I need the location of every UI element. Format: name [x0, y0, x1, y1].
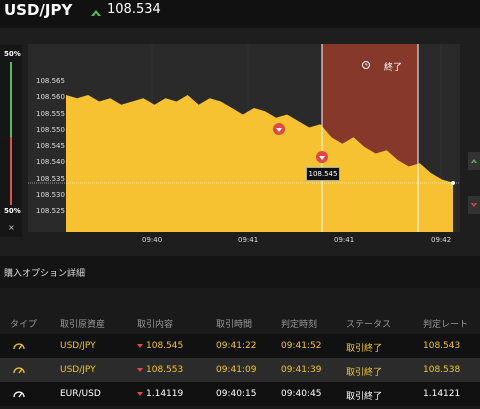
currency-pair: USD/JPY — [4, 1, 73, 19]
down-arrow-icon — [137, 367, 143, 372]
row-rate: 108.543 — [423, 341, 461, 351]
col-judge: 判定時刻 — [281, 320, 318, 330]
row-status: 取引終了 — [346, 392, 383, 402]
table-header: タイプ 取引原資産 取引内容 取引時間 判定時刻 ステータス 判定レート — [0, 310, 480, 334]
y-tick-label: 108.535 — [36, 174, 65, 183]
y-tick-label: 108.560 — [36, 93, 65, 102]
gauge-icon — [13, 391, 25, 398]
x-tick-label: 09:40 — [142, 236, 163, 244]
top-bar — [0, 0, 480, 28]
row-time: 09:41:22 — [216, 341, 257, 351]
row-asset: EUR/USD — [60, 389, 101, 399]
row-status: 取引終了 — [346, 368, 383, 378]
high-button[interactable] — [468, 152, 480, 170]
low-arrow-icon — [471, 203, 477, 207]
y-tick-label: 108.545 — [36, 142, 65, 150]
down-arrow-icon — [137, 391, 143, 396]
entry-price-tag: 108.545 — [306, 167, 340, 181]
table-row[interactable]: USD/JPY 108.553 09:41:09 09:41:39 取引終了 1… — [0, 358, 480, 382]
price-up-icon — [91, 10, 101, 16]
x-tick-label: 09:41 — [238, 236, 259, 244]
col-time: 取引時間 — [216, 320, 253, 330]
clock-icon — [362, 61, 370, 69]
close-button[interactable]: × — [8, 223, 15, 232]
high-ratio: 50% — [4, 50, 21, 58]
low-ratio: 50% — [4, 207, 21, 215]
row-rate: 1.14121 — [423, 389, 461, 399]
row-judge: 09:40:45 — [281, 389, 322, 399]
row-trade: 108.553 — [137, 365, 183, 375]
y-tick-label: 108.540 — [36, 158, 65, 167]
row-trade: 1.14119 — [137, 389, 183, 399]
current-price: 108.534 — [107, 2, 161, 17]
col-status: ステータス — [346, 320, 392, 330]
row-judge: 09:41:39 — [281, 365, 322, 375]
x-tick-label: 09:41 — [334, 236, 355, 244]
low-ratio-bar — [10, 137, 12, 205]
y-tick-label: 108.530 — [36, 190, 65, 199]
price-chart — [28, 44, 460, 232]
down-arrow-icon — [137, 343, 143, 348]
high-ratio-bar — [10, 62, 12, 137]
gauge-icon — [13, 343, 25, 350]
row-time: 09:41:09 — [216, 365, 257, 375]
row-judge: 09:41:52 — [281, 341, 322, 351]
section-title: 購入オプション詳細 — [4, 269, 86, 279]
trade-marker-1 — [273, 123, 285, 135]
y-tick-label: 108.565 — [36, 77, 65, 85]
y-tick-label: 108.550 — [36, 125, 65, 134]
y-tick-label: 108.555 — [36, 109, 65, 118]
col-asset: 取引原資産 — [60, 320, 106, 330]
x-tick-label: 09:42 — [431, 236, 452, 244]
row-time: 09:40:15 — [216, 389, 257, 399]
current-price-dot — [451, 181, 455, 185]
expiry-label: 終了 — [384, 63, 403, 73]
row-asset: USD/JPY — [60, 341, 96, 351]
table-row[interactable]: EUR/USD 1.14119 09:40:15 09:40:45 取引終了 1… — [0, 382, 480, 406]
section-header — [0, 256, 480, 288]
y-tick-label: 108.525 — [36, 207, 65, 215]
row-trade: 108.545 — [137, 341, 183, 351]
price-area — [66, 95, 453, 232]
row-rate: 108.538 — [423, 365, 461, 375]
col-type: タイプ — [10, 320, 38, 330]
table-row[interactable]: USD/JPY 108.545 09:41:22 09:41:52 取引終了 1… — [0, 334, 480, 358]
col-rate: 判定レート — [423, 320, 469, 330]
row-asset: USD/JPY — [60, 365, 96, 375]
trade-marker-2 — [316, 151, 328, 163]
gauge-icon — [13, 367, 25, 374]
low-button[interactable] — [468, 196, 480, 214]
col-trade: 取引内容 — [137, 320, 174, 330]
high-arrow-icon — [471, 159, 477, 163]
row-status: 取引終了 — [346, 344, 383, 354]
